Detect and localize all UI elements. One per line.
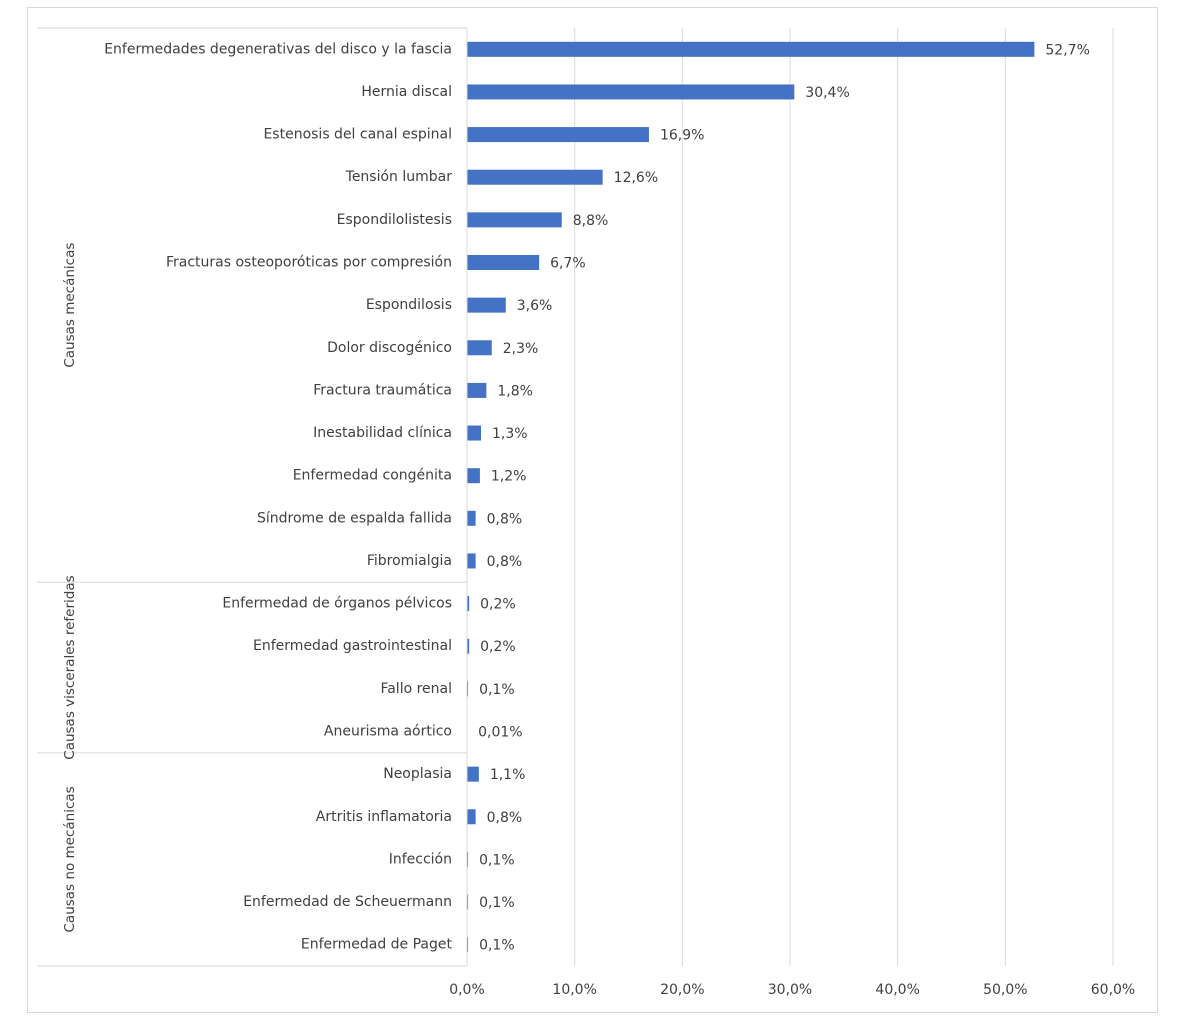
y-tick-label: Fibromialgia (367, 553, 452, 569)
y-tick-label: Enfermedad gastrointestinal (253, 638, 452, 654)
data-label: 16,9% (660, 128, 704, 144)
bar (467, 766, 479, 782)
data-label: 0,01% (478, 725, 522, 741)
bar (467, 212, 562, 228)
y-tick-label: Fallo renal (380, 681, 452, 697)
data-label: 12,6% (614, 170, 658, 186)
data-label: 0,8% (487, 554, 523, 570)
bar (467, 894, 469, 910)
bar (467, 340, 492, 356)
y-tick-label: Aneurisma aórtico (324, 724, 452, 740)
data-label: 0,8% (487, 810, 523, 826)
y-tick-label: Síndrome de espalda fallida (257, 510, 452, 526)
bar (467, 425, 481, 441)
data-label: 1,2% (491, 469, 527, 485)
y-tick-label: Infección (389, 851, 452, 867)
data-label: 2,3% (503, 341, 539, 357)
chart-border (27, 7, 1158, 1013)
data-label: 1,1% (490, 767, 526, 783)
y-tick-label: Fracturas osteoporóticas por compresión (166, 255, 452, 271)
y-tick-label: Espondilosis (366, 297, 452, 313)
y-tick-label: Enfermedad congénita (293, 468, 452, 484)
data-label: 1,3% (492, 426, 528, 442)
y-tick-label: Dolor discogénico (327, 340, 452, 356)
bar (467, 255, 540, 270)
bar (467, 84, 795, 100)
group-label: Causas viscerales referidas (62, 575, 78, 759)
bar (467, 382, 487, 398)
group-label: Causas no mecánicas (62, 786, 78, 932)
bar (467, 681, 469, 697)
data-label: 0,2% (480, 639, 516, 655)
x-tick-label: 20,0% (660, 982, 704, 998)
bar (467, 510, 476, 526)
y-tick-label: Artritis inflamatoria (316, 809, 452, 825)
bar (467, 596, 470, 612)
x-tick-label: 10,0% (552, 982, 596, 998)
bar (467, 809, 476, 825)
x-tick-label: 30,0% (768, 982, 812, 998)
x-tick-label: 60,0% (1091, 982, 1135, 998)
y-tick-label: Tensión lumbar (345, 169, 453, 185)
data-label: 1,8% (497, 383, 533, 399)
data-label: 0,8% (487, 511, 523, 527)
bar (467, 468, 480, 484)
y-tick-label: Espondilolistesis (337, 212, 452, 228)
data-label: 0,2% (480, 597, 516, 613)
x-tick-label: 40,0% (875, 982, 919, 998)
bar (467, 41, 1035, 57)
x-tick-label: 50,0% (983, 982, 1027, 998)
data-label: 0,1% (479, 682, 515, 698)
bar (467, 553, 476, 569)
y-tick-label: Neoplasia (383, 766, 452, 782)
data-label: 0,1% (479, 895, 515, 911)
y-tick-label: Inestabilidad clínica (313, 425, 452, 441)
data-label: 0,1% (479, 852, 515, 868)
data-label: 3,6% (517, 298, 553, 314)
data-label: 52,7% (1045, 42, 1089, 58)
data-label: 0,1% (479, 938, 515, 954)
bar (467, 169, 603, 185)
bar (467, 638, 470, 654)
x-tick-label: 0,0% (449, 982, 485, 998)
y-tick-label: Hernia discal (361, 84, 452, 100)
y-tick-label: Enfermedad de órganos pélvicos (222, 596, 452, 612)
y-tick-label: Enfermedad de Scheuermann (243, 894, 452, 910)
bar (467, 937, 469, 953)
data-label: 6,7% (550, 256, 586, 272)
group-label: Causas mecánicas (62, 243, 78, 368)
y-tick-label: Enfermedad de Paget (301, 937, 453, 953)
y-tick-label: Fractura traumática (313, 382, 452, 398)
bar (467, 851, 469, 867)
bar (467, 297, 506, 313)
y-tick-label: Estenosis del canal espinal (263, 127, 452, 143)
y-tick-label: Enfermedades degenerativas del disco y l… (104, 41, 452, 57)
data-label: 8,8% (573, 213, 609, 229)
data-label: 30,4% (805, 85, 849, 101)
bar (467, 127, 649, 143)
